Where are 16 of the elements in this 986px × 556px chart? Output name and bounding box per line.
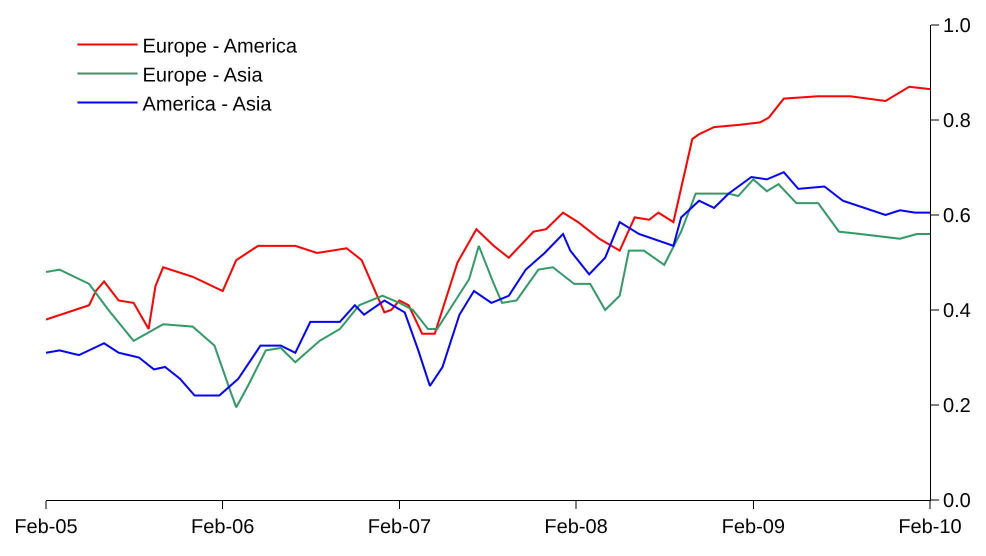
y-tick-label: 0.6 <box>943 205 971 227</box>
x-tick-label: Feb-08 <box>544 516 608 538</box>
x-tick-label: Feb-10 <box>898 516 962 538</box>
y-tick-label: 0.4 <box>943 300 971 322</box>
legend-label: Europe - Asia <box>142 64 264 86</box>
legend-label: Europe - America <box>142 35 298 58</box>
y-tick-label: 0.2 <box>943 395 971 417</box>
x-tick-label: Feb-06 <box>191 516 254 538</box>
legend-label: America - Asia <box>142 93 272 116</box>
x-tick-label: Feb-07 <box>368 516 432 538</box>
y-tick-label: 1.0 <box>943 15 971 37</box>
line-series <box>46 86 930 335</box>
y-tick-label: 0.8 <box>943 110 971 132</box>
y-tick-label: 0.0 <box>943 490 971 512</box>
x-tick-label: Feb-09 <box>722 516 785 538</box>
x-tick-label: Feb-05 <box>14 516 78 538</box>
